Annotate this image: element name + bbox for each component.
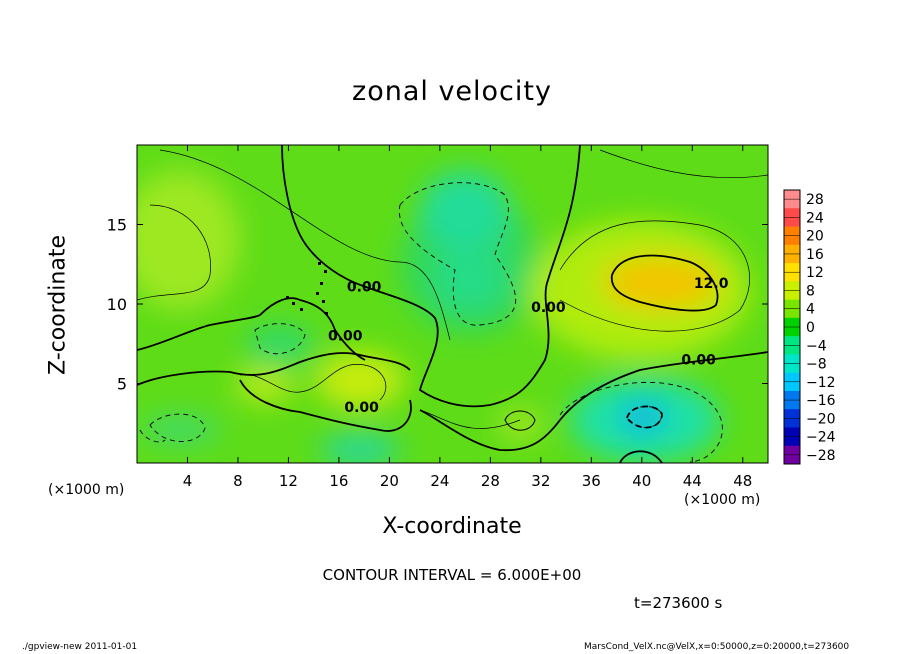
contour-label: 0.00 (344, 400, 379, 416)
colorbar-label: 0 (806, 320, 815, 336)
footer-right: MarsCond_VelX.nc@VelX,x=0:50000,z=0:2000… (584, 642, 850, 652)
x-tick-label: 16 (329, 472, 348, 490)
footer-left: ./gpview-new 2011-01-01 (22, 642, 138, 652)
x-tick-label: 32 (531, 472, 550, 490)
x-axis-unit-right: (×1000 m) (684, 492, 761, 508)
x-axis-unit-left: (×1000 m) (48, 482, 125, 498)
time-label: t=273600 s (634, 594, 723, 612)
x-tick-label: 12 (279, 472, 298, 490)
x-axis-ticks: 4 8 12 16 20 24 28 32 36 40 44 48 (183, 145, 752, 490)
colorbar-label: 12 (806, 265, 824, 281)
x-tick-label: 36 (582, 472, 601, 490)
chart-title: zonal velocity (352, 76, 552, 107)
contour-label: 0.00 (328, 329, 363, 345)
x-tick-label: 4 (183, 472, 193, 490)
colorbar-label: 8 (806, 283, 815, 299)
contour-labels: 0.00 0.00 0.00 0.00 0.00 12.0 (328, 276, 729, 416)
contour-interval-text: CONTOUR INTERVAL = 6.000E+00 (322, 566, 582, 584)
colorbar-swatch (784, 244, 800, 264)
x-tick-label: 40 (632, 472, 651, 490)
contour-label: 12.0 (694, 276, 729, 292)
colorbar-label: 20 (806, 229, 824, 245)
contour-label: 0.00 (531, 300, 566, 316)
contour-dots (286, 262, 328, 315)
x-tick-label: 48 (733, 472, 752, 490)
colorbar-label: −4 (806, 338, 827, 354)
y-tick-label: 10 (107, 295, 127, 314)
x-tick-label: 44 (683, 472, 702, 490)
colorbar-label: −12 (806, 375, 836, 391)
colorbar-label: −16 (806, 393, 836, 409)
colorbar-label: −20 (806, 411, 836, 427)
y-axis-ticks: 5 10 15 (107, 216, 768, 394)
colorbar-label: 16 (806, 247, 824, 263)
contour-label: 0.00 (681, 352, 716, 368)
colorbar-label: 24 (806, 210, 824, 226)
x-tick-label: 28 (481, 472, 500, 490)
x-tick-label: 20 (380, 472, 399, 490)
y-axis-label: Z-coordinate (45, 235, 71, 375)
colorbar-label: −28 (806, 448, 836, 464)
contour-lines-thin (137, 149, 768, 429)
colorbar-label: −24 (806, 430, 836, 446)
colorbar-label: 4 (806, 302, 815, 318)
colorbar: 28 24 20 16 12 8 4 0 −4 −8 −12 −16 −20 −24 −28 (783, 189, 836, 465)
y-tick-label: 5 (117, 375, 127, 394)
heatmap-field: 0.00 0.00 0.00 0.00 0.00 12.0 (137, 145, 768, 463)
x-tick-label: 24 (430, 472, 449, 490)
x-tick-label: 8 (233, 472, 243, 490)
x-axis-label: X-coordinate (382, 514, 522, 539)
contour-lines-major (137, 145, 768, 463)
colorbar-label: −8 (806, 357, 827, 373)
contour-label: 0.00 (347, 279, 382, 295)
colorbar-label: 28 (806, 192, 824, 208)
y-tick-label: 15 (107, 216, 127, 235)
